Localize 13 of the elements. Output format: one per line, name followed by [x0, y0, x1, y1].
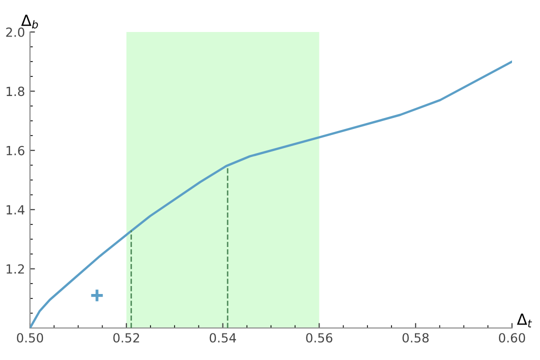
x-tick-label: 0.54 [210, 333, 236, 343]
x-tick-label: 0.50 [16, 333, 44, 343]
x-tick-label: 0.52 [113, 333, 140, 343]
y-tick-label: 1.2 [6, 264, 24, 274]
x-tick-label: 0.56 [306, 333, 332, 343]
y-tick-label: 1.4 [6, 205, 24, 214]
x-tick-label: 0.60 [498, 333, 526, 343]
y-tick-label: 1.6 [6, 146, 24, 156]
x-axis-title: Δ$_{t}$ [516, 314, 532, 328]
x-tick-label: 0.58 [402, 333, 429, 343]
y-tick-label: 1.8 [6, 86, 24, 96]
y-axis-title: Δ$_{b}$ [21, 14, 38, 29]
y-tick-label: 2.0 [6, 27, 24, 37]
